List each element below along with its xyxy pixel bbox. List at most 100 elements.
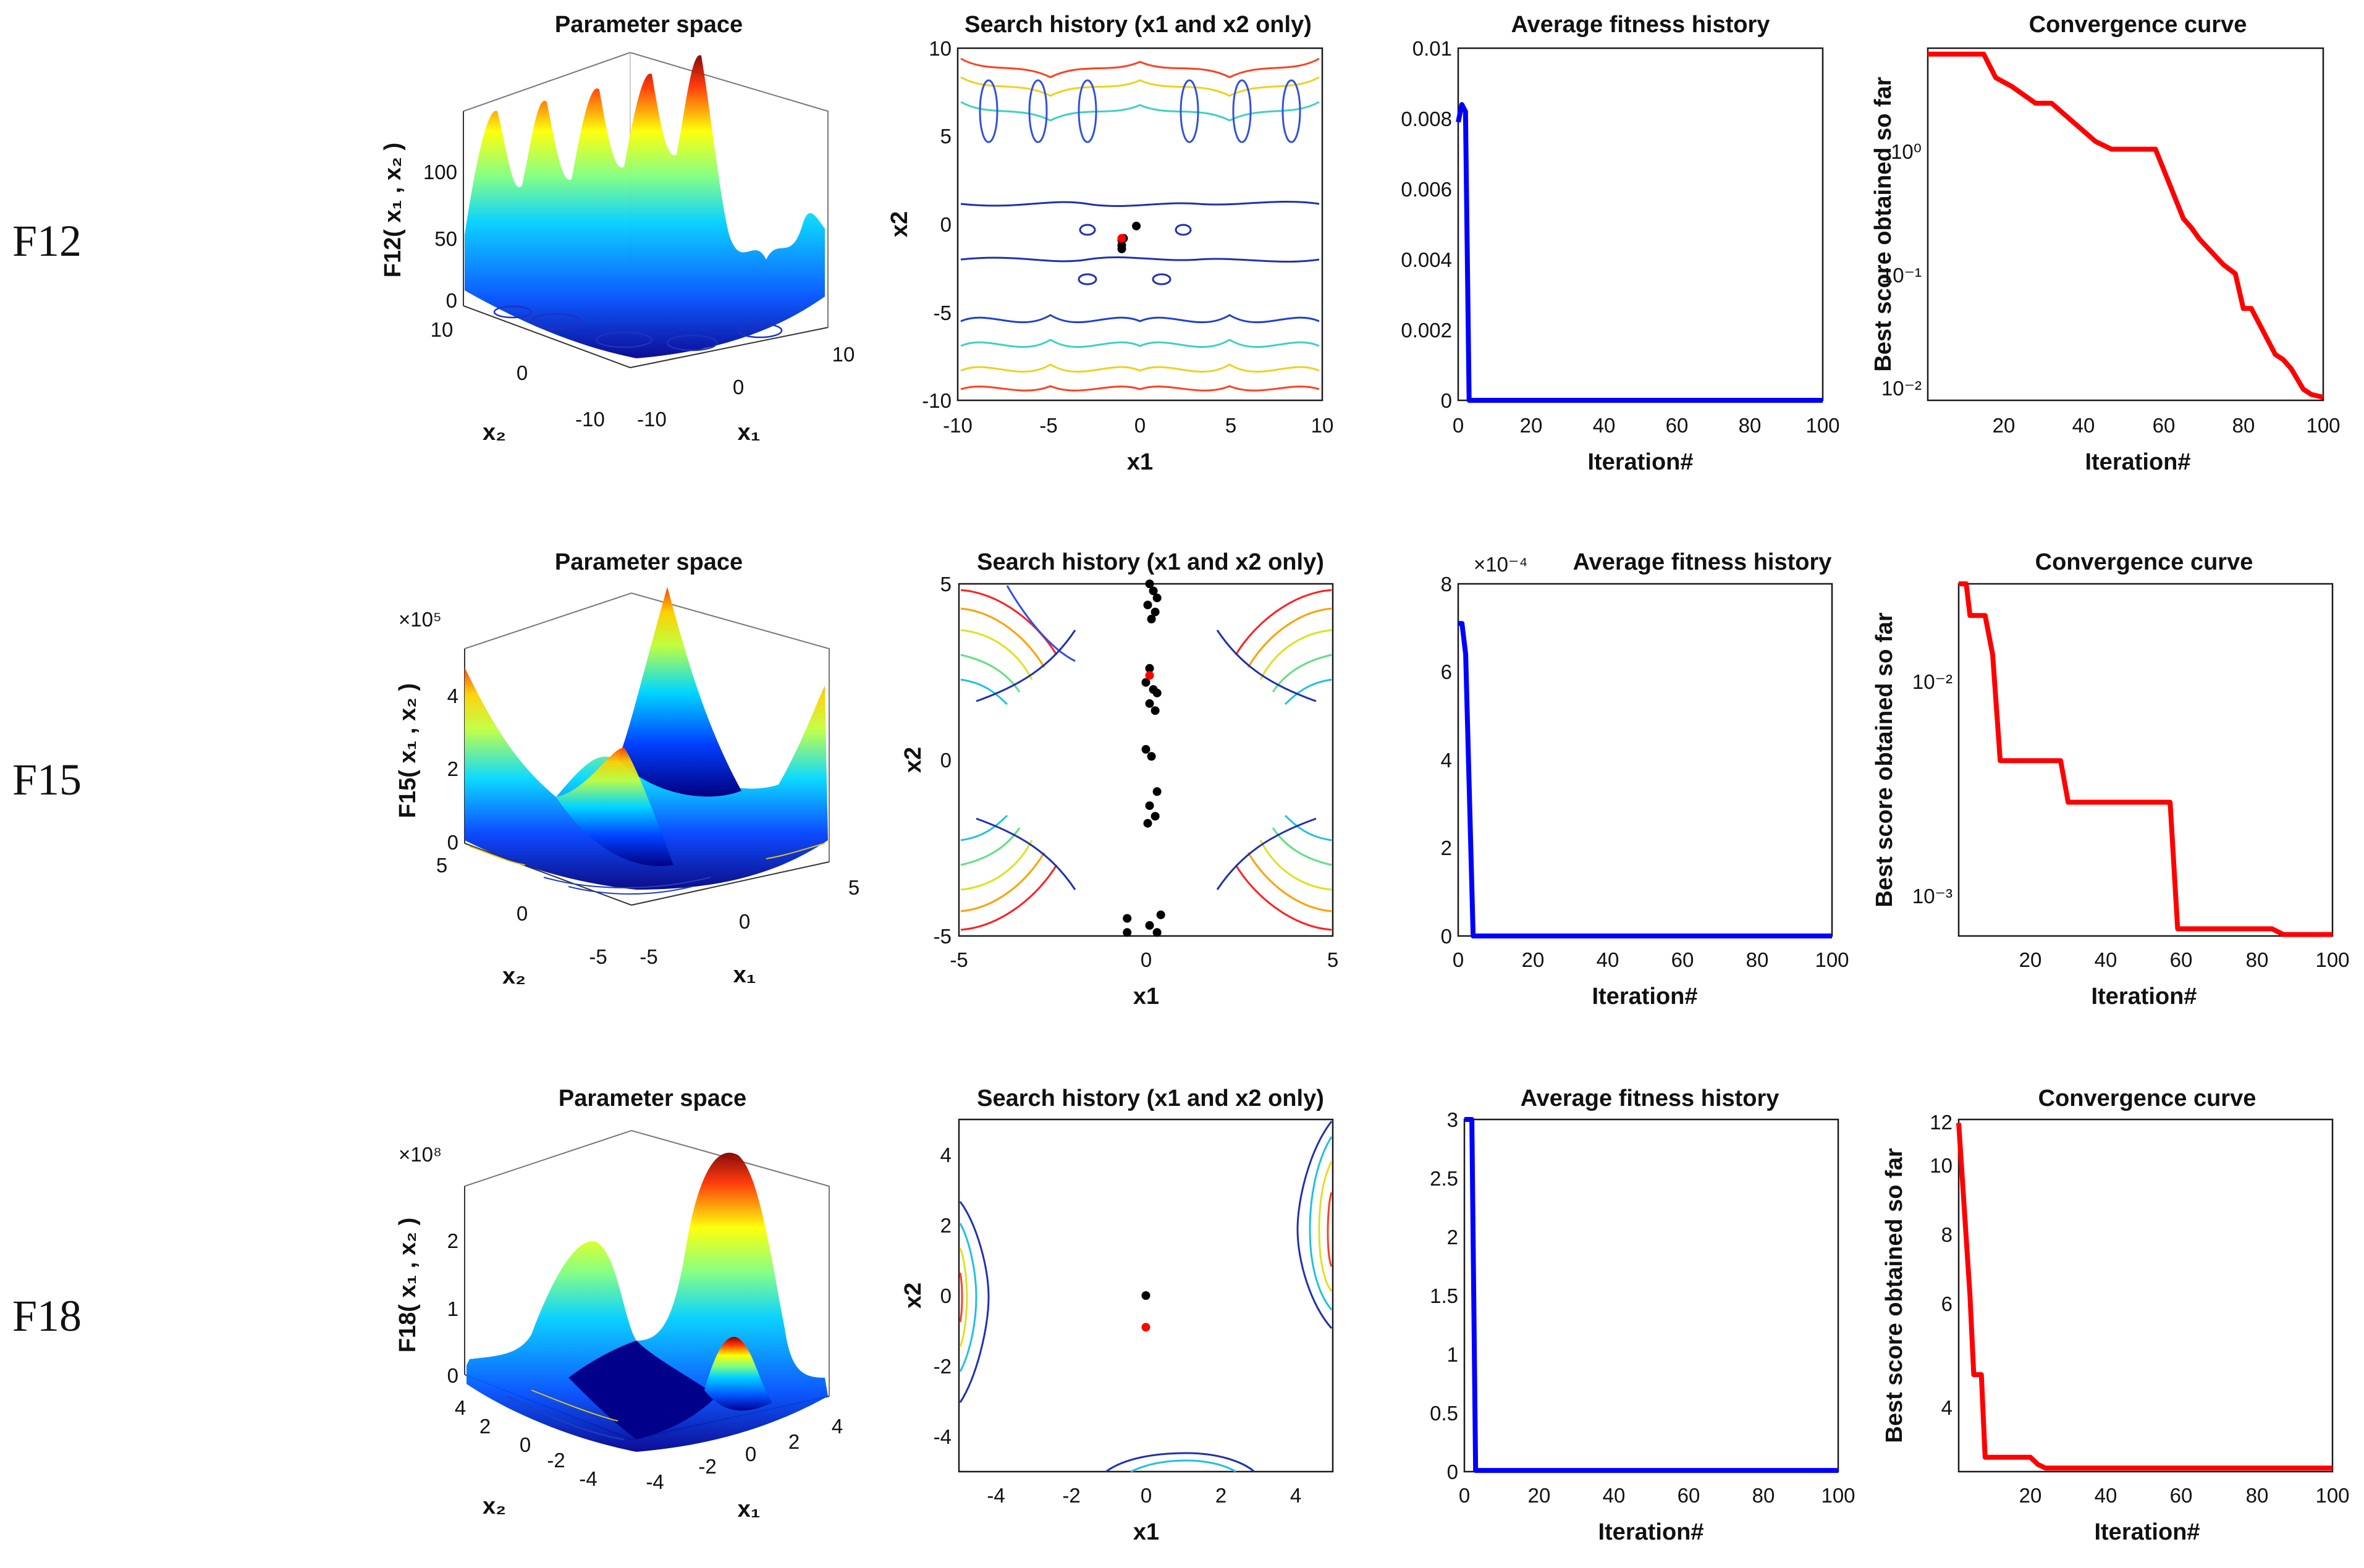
x-axis-label: Iteration# bbox=[1587, 449, 1693, 475]
plot-frame bbox=[1457, 47, 1824, 402]
x1-tick: 10 bbox=[832, 343, 855, 366]
average-fitness-series bbox=[1464, 1117, 1838, 1473]
y-tick: 4 bbox=[940, 1144, 952, 1166]
z-tick: 0 bbox=[447, 1364, 458, 1387]
x-tick: -5 bbox=[1039, 414, 1057, 437]
search-point bbox=[1150, 812, 1160, 821]
parameter-space-panel-f18: Parameter space ×10⁸ 0 1 2 4 2 0 -2 -4 -… bbox=[395, 1085, 843, 1522]
x2-tick: 10 bbox=[431, 318, 454, 341]
x1-tick: 4 bbox=[832, 1415, 843, 1438]
y-tick: 0 bbox=[1441, 389, 1452, 412]
x-tick: 60 bbox=[2153, 414, 2176, 437]
y-tick: 2 bbox=[940, 1214, 952, 1237]
panel-title: Average fitness history bbox=[1521, 1085, 1779, 1111]
plot-frame bbox=[956, 47, 1323, 402]
y-tick: 0.006 bbox=[1401, 178, 1452, 201]
x2-tick: 0 bbox=[517, 902, 528, 925]
z-tick: 0 bbox=[447, 831, 458, 854]
y-tick: 3 bbox=[1447, 1108, 1458, 1131]
x2-tick: -10 bbox=[575, 408, 605, 431]
y-tick: -5 bbox=[934, 301, 952, 324]
x-tick: 20 bbox=[1522, 948, 1545, 971]
y-tick: 4 bbox=[1441, 749, 1452, 772]
x1-axis-label: x₁ bbox=[738, 419, 761, 445]
row-label-f18: F18 bbox=[12, 1291, 82, 1341]
x2-tick: 2 bbox=[479, 1415, 491, 1438]
x-tick: -4 bbox=[987, 1484, 1005, 1507]
x1-tick: 2 bbox=[788, 1430, 800, 1453]
x-tick: 60 bbox=[1678, 1484, 1700, 1507]
row-label-f15: F15 bbox=[12, 755, 82, 804]
y-tick: 10⁻² bbox=[1912, 670, 1952, 693]
contours-f18 bbox=[959, 1121, 1333, 1473]
x-tick: 40 bbox=[1597, 948, 1619, 971]
y-axis-label: Best score obtained so far bbox=[1872, 612, 1898, 907]
y-tick: 10 bbox=[929, 37, 952, 60]
y-tick: 0.008 bbox=[1401, 107, 1452, 130]
plot-frame bbox=[1457, 583, 1833, 937]
x-tick: 5 bbox=[1327, 948, 1338, 971]
search-point bbox=[1143, 819, 1152, 828]
x1-tick: 0 bbox=[739, 910, 750, 933]
panel-title: Convergence curve bbox=[2029, 12, 2247, 38]
y-axis-label: x2 bbox=[900, 1283, 926, 1309]
y-tick: 10⁻² bbox=[1881, 377, 1922, 400]
z-axis-label: F18( x₁ , x₂ ) bbox=[395, 1218, 421, 1352]
x-axis-label: x1 bbox=[1133, 984, 1159, 1010]
convergence-panel-f15: Convergence curve 20 40 60 80 100 10⁻² 1… bbox=[1872, 549, 2350, 1010]
y-axis-label: Best score obtained so far bbox=[1870, 77, 1896, 371]
x-tick: -10 bbox=[943, 414, 973, 437]
panel-title: Convergence curve bbox=[2035, 549, 2253, 575]
x1-tick: -2 bbox=[698, 1455, 716, 1478]
row-label-f12: F12 bbox=[12, 216, 82, 266]
search-point bbox=[1156, 910, 1165, 919]
x-tick: 100 bbox=[2315, 948, 2349, 971]
x-tick: 0 bbox=[1141, 948, 1152, 971]
parameter-space-panel-f12: Parameter space 0 50 100 10 0 -10 -10 0 … bbox=[380, 12, 855, 445]
x-tick: 40 bbox=[1603, 1484, 1626, 1507]
convergence-panel-f12: Convergence curve 20 40 60 80 100 10⁰ 10… bbox=[1870, 12, 2341, 475]
x-axis-label: x1 bbox=[1133, 1519, 1159, 1545]
plot-frame bbox=[1927, 47, 2324, 402]
plot-frame bbox=[958, 583, 1334, 937]
z-axis-label: F12( x₁ , x₂ ) bbox=[380, 143, 406, 277]
y-tick: 10 bbox=[1930, 1154, 1952, 1177]
x-tick: 40 bbox=[1593, 414, 1616, 437]
convergence-series bbox=[1928, 51, 2324, 400]
x-tick: 0 bbox=[1453, 948, 1464, 971]
fitness-line bbox=[1464, 1117, 1838, 1473]
search-point bbox=[1149, 586, 1158, 596]
search-point bbox=[1147, 615, 1156, 623]
x-tick: -5 bbox=[950, 948, 968, 971]
x-tick: 5 bbox=[1225, 414, 1236, 437]
y-tick: 0.004 bbox=[1401, 248, 1452, 271]
x-tick: 100 bbox=[2315, 1484, 2349, 1507]
z-axis-label: F15( x₁ , x₂ ) bbox=[395, 683, 421, 818]
x-tick: 20 bbox=[1520, 414, 1543, 437]
search-points bbox=[1123, 580, 1165, 937]
z-tick: 2 bbox=[447, 757, 458, 780]
search-point bbox=[1141, 678, 1150, 687]
z-multiplier: ×10⁸ bbox=[399, 1143, 442, 1166]
x-tick: 40 bbox=[2095, 948, 2117, 971]
x1-axis-label: x₁ bbox=[738, 1496, 761, 1522]
y-tick: 0 bbox=[1447, 1461, 1458, 1483]
contours-f15 bbox=[960, 585, 1332, 931]
search-points bbox=[1141, 1291, 1150, 1332]
x-tick: 80 bbox=[1752, 1484, 1775, 1507]
z-tick: 2 bbox=[447, 1229, 458, 1252]
contours-f12 bbox=[960, 57, 1320, 392]
x1-tick: -4 bbox=[646, 1470, 664, 1493]
panel-title: Average fitness history bbox=[1573, 549, 1832, 575]
x2-tick: 0 bbox=[517, 361, 528, 384]
panel-title: Parameter space bbox=[559, 1085, 746, 1111]
convergence-panel-f18: Convergence curve 20 40 60 80 100 12 10 … bbox=[1881, 1085, 2350, 1545]
x2-tick: 4 bbox=[455, 1396, 466, 1419]
x-axis-label: Iteration# bbox=[1598, 1519, 1703, 1545]
plot-frame bbox=[1957, 1118, 2334, 1473]
panel-title: Parameter space bbox=[555, 549, 743, 575]
x-tick: 80 bbox=[2246, 1484, 2269, 1507]
y-tick: 5 bbox=[940, 125, 952, 148]
y-tick: 0 bbox=[940, 213, 952, 236]
panel-title: Search history (x1 and x2 only) bbox=[965, 12, 1312, 38]
